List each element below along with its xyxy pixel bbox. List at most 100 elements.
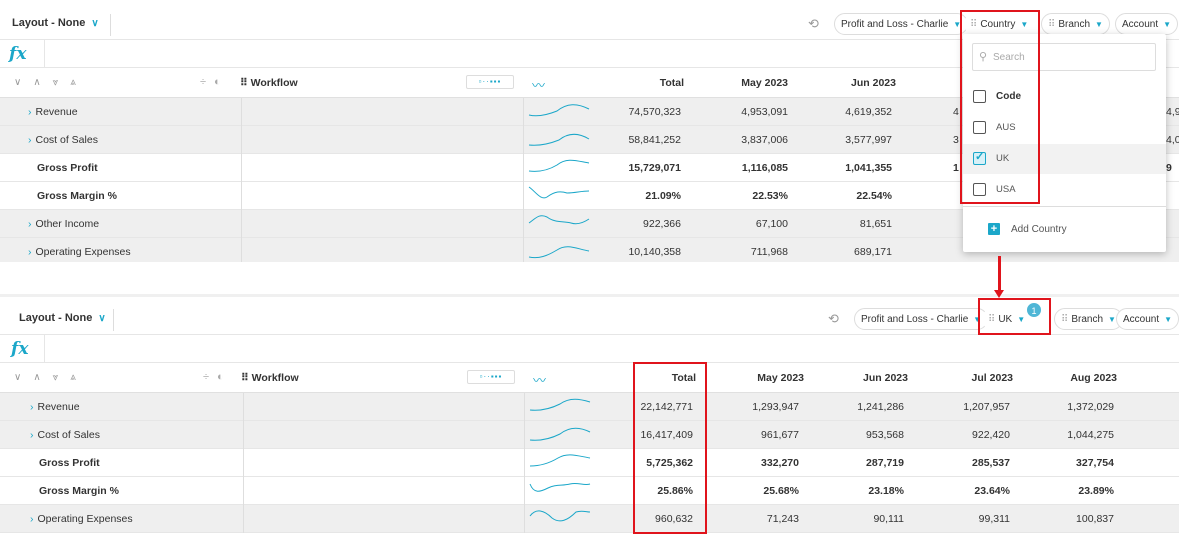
col-header-month[interactable]: May 2023 (741, 77, 788, 89)
checkbox-checked[interactable] (973, 150, 986, 165)
settings-icon[interactable]: ◐ (214, 76, 221, 88)
sparkline-icon[interactable]: 〰 (533, 373, 547, 388)
month-cell[interactable]: 953,568 (866, 429, 904, 441)
row-label[interactable]: › Operating Expenses (28, 246, 131, 258)
month-cell[interactable]: 287,719 (866, 457, 904, 469)
month-cell[interactable]: 81,651 (859, 218, 892, 230)
scenario-pill[interactable]: Profit and Loss - Charlie ▼ (854, 308, 989, 330)
branch-pill[interactable]: ⠿ Branch ▼ (1041, 13, 1110, 35)
total-cell[interactable]: 960,632 (655, 513, 693, 525)
month-cell[interactable]: 711,968 (750, 246, 788, 258)
workflow-toggle[interactable]: ▫··▪▪▪ (467, 370, 515, 384)
scenario-pill[interactable]: Profit and Loss - Charlie ▼ (834, 13, 969, 35)
country-pill[interactable]: ⠿ UK ▼ (982, 308, 1032, 330)
chevron-right-icon[interactable]: › (28, 246, 32, 258)
split-icon[interactable]: ÷ (200, 76, 207, 88)
checkbox[interactable] (973, 90, 986, 103)
collapse-icon[interactable]: ∨ (14, 372, 22, 383)
country-pill[interactable]: ⠿ Country ▼ (964, 13, 1035, 35)
month-cell[interactable]: 689,171 (854, 246, 892, 258)
total-cell[interactable]: 58,841,252 (628, 134, 681, 146)
total-cell[interactable]: 5,725,362 (646, 457, 693, 469)
table-row[interactable]: Gross Profit 5,725,362 332,270 287,719 285,5… (0, 449, 1179, 477)
row-label[interactable]: › Cost of Sales (30, 429, 100, 441)
total-cell[interactable]: 15,729,071 (628, 162, 681, 174)
table-row[interactable]: Gross Margin % 21.09% 22.53% 22.54% (0, 182, 1179, 210)
dropdown-option-aus[interactable]: AUS (963, 113, 1166, 143)
add-country-button[interactable]: + Add Country (988, 223, 1067, 235)
drag-grip-icon[interactable]: ⠿ (1048, 18, 1055, 30)
month-cell[interactable]: 327,754 (1076, 457, 1114, 469)
collapse-all-icon[interactable]: ⩔ (52, 77, 59, 88)
col-header-month[interactable]: Jul 2023 (971, 372, 1013, 384)
total-cell[interactable]: 74,570,323 (628, 106, 681, 118)
search-input[interactable] (993, 48, 1143, 66)
checkbox[interactable] (973, 183, 986, 196)
col-header-month[interactable]: May 2023 (757, 372, 804, 384)
table-row[interactable]: › Operating Expenses 960,632 71,243 90,111 99… (0, 505, 1179, 533)
col-header-month[interactable]: Jun 2023 (851, 77, 896, 89)
layout-selector[interactable]: Layout - None ∨ (12, 17, 99, 29)
expand-all-icon[interactable]: ⩓ (70, 77, 76, 88)
month-cell[interactable]: 23.64% (974, 485, 1010, 497)
total-cell[interactable]: 922,366 (643, 218, 681, 230)
account-pill[interactable]: Account ▼ (1116, 308, 1179, 330)
month-cell[interactable]: 922,420 (972, 429, 1010, 441)
chevron-right-icon[interactable]: › (30, 429, 34, 441)
collapse-icon[interactable]: ∨ (14, 77, 22, 88)
expand-all-icon[interactable]: ⩓ (70, 372, 76, 383)
total-cell[interactable]: 16,417,409 (640, 429, 693, 441)
month-cell[interactable]: 1,293,947 (752, 401, 799, 413)
settings-icon[interactable]: ◐ (217, 371, 224, 383)
fx-icon[interactable]: fx (11, 339, 29, 359)
month-cell[interactable]: 23.89% (1078, 485, 1114, 497)
row-label[interactable]: › Operating Expenses (30, 513, 133, 525)
table-row[interactable]: › Revenue 22,142,771 1,293,947 1,241,286 1,20… (0, 393, 1179, 421)
dropdown-option-code[interactable]: Code (963, 82, 1166, 112)
sparkline-icon[interactable]: 〰 (532, 78, 546, 93)
expand-icon[interactable]: ∧ (33, 77, 41, 88)
month-cell[interactable]: 23.18% (868, 485, 904, 497)
table-row[interactable]: › Cost of Sales 16,417,409 961,677 953,568 92… (0, 421, 1179, 449)
month-cell[interactable]: 67,100 (755, 218, 788, 230)
collapse-all-icon[interactable]: ⩔ (52, 372, 59, 383)
month-cell[interactable]: 100,837 (1076, 513, 1114, 525)
col-header-month[interactable]: Jun 2023 (863, 372, 908, 384)
month-cell[interactable]: 4,619,352 (845, 106, 892, 118)
split-icon[interactable]: ÷ (203, 371, 210, 383)
chevron-right-icon[interactable]: › (28, 134, 32, 146)
total-cell[interactable]: 25.86% (657, 485, 693, 497)
drag-grip-icon[interactable]: ⠿ (988, 313, 995, 325)
month-cell[interactable]: 99,311 (978, 513, 1010, 525)
month-cell[interactable]: 1,041,355 (845, 162, 892, 174)
dropdown-option-usa[interactable]: USA (963, 175, 1166, 205)
branch-pill[interactable]: ⠿ Branch ▼ (1054, 308, 1123, 330)
month-cell[interactable]: 1,207,957 (963, 401, 1010, 413)
month-cell[interactable]: 1,044,275 (1067, 429, 1114, 441)
row-label[interactable]: › Revenue (30, 401, 80, 413)
month-cell[interactable]: 3,577,997 (845, 134, 892, 146)
dropdown-option-uk[interactable]: UK (963, 144, 1166, 174)
month-cell[interactable]: 90,111 (873, 513, 904, 525)
month-cell[interactable]: 22.54% (856, 190, 892, 202)
month-cell[interactable]: 961,677 (761, 429, 799, 441)
chevron-right-icon[interactable]: › (28, 218, 32, 230)
total-cell[interactable]: 21.09% (645, 190, 681, 202)
account-pill[interactable]: Account ▼ (1115, 13, 1179, 35)
checkbox[interactable] (973, 121, 986, 134)
month-cell[interactable]: 4,953,091 (741, 106, 788, 118)
row-label[interactable]: › Other Income (28, 218, 99, 230)
drag-grip-icon[interactable]: ⠿ (970, 18, 977, 30)
expand-icon[interactable]: ∧ (33, 372, 41, 383)
month-cell[interactable]: 22.53% (752, 190, 788, 202)
month-cell[interactable]: 1,116,085 (741, 162, 788, 174)
col-header-total[interactable]: Total (659, 77, 684, 89)
month-cell[interactable]: 71,243 (766, 513, 799, 525)
total-cell[interactable]: 10,140,358 (628, 246, 681, 258)
table-row[interactable]: Gross Margin % 25.86% 25.68% 23.18% 23.64% 23… (0, 477, 1179, 505)
col-header-total[interactable]: Total (671, 372, 696, 384)
total-cell[interactable]: 22,142,771 (640, 401, 693, 413)
chevron-right-icon[interactable]: › (30, 513, 34, 525)
workflow-toggle[interactable]: ▫··▪▪▪ (466, 75, 514, 89)
layout-selector[interactable]: Layout - None ∨ (19, 312, 106, 324)
